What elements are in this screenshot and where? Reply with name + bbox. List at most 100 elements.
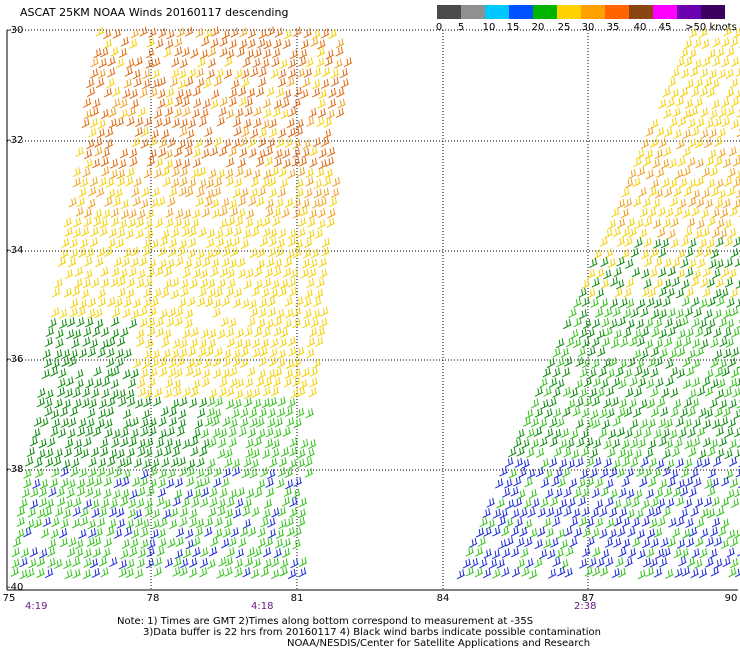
wind-barb (312, 29, 321, 40)
wind-barb (105, 177, 115, 188)
wind-barb (513, 476, 522, 487)
wind-barb (86, 139, 95, 150)
wind-barb (581, 337, 591, 348)
wind-barb (115, 238, 125, 249)
wind-barb (641, 516, 650, 527)
wind-barb (210, 198, 220, 209)
wind-barb (64, 438, 74, 449)
wind-barb (722, 198, 731, 209)
wind-barb (300, 438, 309, 449)
wind-barb (732, 387, 740, 398)
wind-barb (78, 418, 87, 429)
wind-barb (660, 238, 670, 249)
wind-barb (81, 118, 90, 129)
wind-barb (10, 566, 20, 577)
wind-barb (684, 306, 694, 317)
wind-barb (184, 489, 194, 500)
wind-barb (217, 448, 226, 459)
wind-barb (258, 308, 267, 319)
wind-barb (563, 487, 572, 498)
wind-barb (492, 568, 501, 579)
wind-barb (258, 356, 267, 367)
wind-barb (257, 38, 266, 49)
wind-barb (679, 48, 689, 59)
wind-barb (255, 87, 265, 98)
wind-barb (267, 517, 276, 528)
wind-barb (270, 386, 280, 397)
wind-barb (200, 547, 209, 558)
wind-barb (291, 156, 301, 167)
wind-barb (577, 478, 586, 489)
wind-barb (135, 228, 144, 239)
wind-barb (87, 198, 96, 209)
wind-barb (506, 499, 515, 510)
legend-label: 10 (482, 22, 496, 33)
wind-barb (643, 467, 653, 478)
wind-barb (710, 378, 719, 389)
wind-barb (519, 507, 528, 518)
wind-barb (294, 126, 304, 137)
wind-barb (199, 278, 209, 289)
wind-barb (185, 539, 195, 550)
wind-barb (179, 176, 188, 187)
wind-barb (207, 396, 216, 407)
wind-barb (630, 247, 640, 258)
wind-barb (564, 526, 573, 537)
wind-barb (592, 377, 602, 388)
wind-barb (146, 156, 156, 167)
wind-barb (327, 98, 337, 109)
wind-barb (94, 308, 103, 319)
wind-barb (656, 397, 666, 408)
wind-barb (104, 139, 114, 150)
wind-barb (283, 318, 292, 329)
wind-barb (665, 207, 674, 218)
wind-barb (706, 87, 716, 98)
wind-barb (226, 49, 235, 60)
wind-barb (625, 277, 635, 288)
wind-barb (262, 386, 271, 397)
wind-barb (707, 296, 716, 307)
wind-barb (621, 227, 631, 238)
wind-barb (312, 309, 321, 320)
wind-barb (140, 127, 150, 138)
wind-barb (220, 316, 229, 327)
wind-barb (141, 409, 151, 420)
wind-barb (654, 318, 663, 329)
wind-barb (295, 118, 304, 129)
pass-time-label: 2:38 (574, 601, 597, 612)
wind-barb (636, 166, 646, 177)
wind-barb (308, 108, 317, 119)
wind-barb (87, 347, 97, 358)
wind-barb (233, 177, 243, 188)
wind-barb (59, 318, 68, 329)
wind-barb (705, 536, 715, 547)
wind-barb (680, 467, 690, 478)
wind-barb (136, 328, 145, 339)
wind-barb (631, 537, 641, 548)
wind-barb (48, 487, 57, 498)
wind-barb (237, 537, 247, 548)
wind-barb (730, 96, 740, 107)
wind-barb (45, 448, 54, 459)
wind-barb (164, 557, 174, 568)
wind-barb (137, 387, 147, 398)
wind-barb (261, 449, 271, 460)
wind-barb (308, 267, 317, 278)
wind-barb (712, 37, 721, 48)
wind-barb (165, 39, 174, 50)
wind-barb (670, 407, 679, 418)
wind-barb (690, 398, 700, 409)
wind-barb (713, 288, 722, 299)
wind-barb (621, 517, 631, 528)
wind-barb (44, 406, 53, 417)
wind-barb (720, 476, 730, 487)
wind-barb (88, 186, 97, 197)
wind-barb (700, 129, 709, 140)
wind-barb (670, 238, 679, 249)
wind-barb (187, 346, 197, 357)
wind-barb (599, 528, 608, 539)
wind-barb (251, 387, 261, 398)
wind-barb (616, 279, 625, 290)
wind-barb (41, 369, 51, 380)
wind-barb (98, 58, 108, 69)
